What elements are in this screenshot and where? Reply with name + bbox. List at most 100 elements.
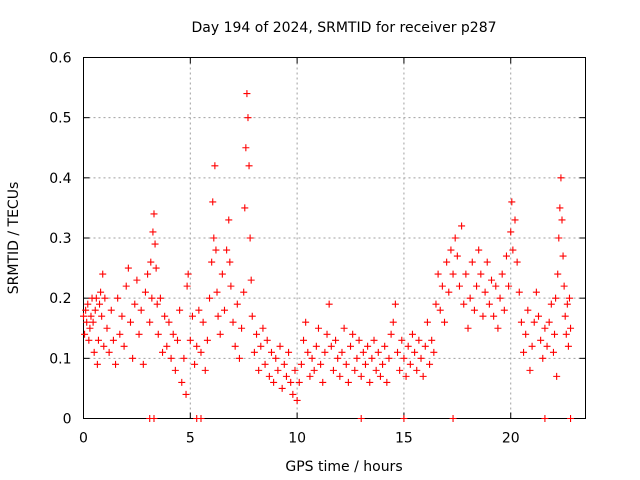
data-point: [364, 342, 372, 350]
data-point: [295, 378, 303, 386]
data-point: [151, 240, 159, 248]
data-point: [148, 294, 156, 302]
data-point: [302, 318, 310, 326]
data-point: [212, 246, 220, 254]
x-tick-label: 0: [79, 431, 88, 447]
data-point: [80, 312, 87, 320]
data-point: [146, 318, 154, 326]
data-point: [149, 228, 157, 236]
data-point: [515, 288, 523, 296]
data-point: [178, 378, 186, 386]
zero-data-point: [400, 415, 408, 422]
data-point: [413, 366, 421, 374]
data-point: [244, 114, 252, 122]
y-tick-label: 0.2: [49, 291, 71, 307]
data-point: [557, 174, 565, 182]
data-point: [250, 348, 258, 356]
y-tick-label: 0.1: [49, 351, 71, 367]
data-point: [383, 378, 391, 386]
y-tick-label: 0.3: [49, 231, 71, 247]
data-point: [257, 342, 265, 350]
data-point: [238, 324, 246, 332]
data-point: [537, 336, 545, 344]
data-point: [246, 234, 254, 242]
data-point: [385, 354, 393, 362]
data-point: [329, 366, 337, 374]
data-point: [415, 336, 423, 344]
data-point: [475, 246, 483, 254]
data-point: [173, 336, 181, 344]
data-point: [432, 300, 440, 308]
data-point: [494, 324, 502, 332]
data-point: [488, 276, 496, 284]
data-point: [391, 300, 399, 308]
data-point: [428, 336, 436, 344]
data-point: [327, 342, 335, 350]
data-point: [81, 330, 89, 338]
data-point: [135, 330, 143, 338]
data-point: [314, 324, 322, 332]
data-point: [511, 216, 519, 224]
data-point: [98, 312, 106, 320]
data-point: [513, 258, 521, 266]
y-tick-label: 0.4: [49, 171, 71, 187]
data-point: [289, 390, 297, 398]
data-point: [564, 342, 572, 350]
data-point: [321, 348, 329, 356]
data-point: [436, 306, 444, 314]
data-point: [99, 270, 107, 278]
data-point: [451, 234, 459, 242]
data-point: [293, 396, 301, 404]
data-point: [209, 198, 217, 206]
data-point: [361, 360, 369, 368]
data-point: [193, 342, 201, 350]
data-point: [129, 354, 137, 362]
data-point: [186, 336, 194, 344]
x-tick-label: 10: [288, 431, 306, 447]
data-point: [107, 306, 115, 314]
data-point: [214, 312, 222, 320]
data-point: [402, 372, 410, 380]
data-point: [411, 348, 419, 356]
data-point: [182, 390, 190, 398]
data-point: [528, 342, 536, 350]
data-point: [243, 90, 251, 98]
data-point: [559, 252, 567, 260]
data-point: [387, 330, 395, 338]
data-point: [470, 306, 478, 314]
x-tick-label: 20: [502, 431, 520, 447]
zero-data-point: [150, 415, 158, 422]
data-point: [394, 348, 402, 356]
data-point: [340, 324, 348, 332]
data-point: [280, 360, 288, 368]
data-point: [455, 282, 463, 290]
data-point: [223, 246, 231, 254]
data-point: [417, 354, 425, 362]
data-point: [93, 360, 101, 368]
data-point: [116, 330, 124, 338]
data-point: [445, 288, 453, 296]
data-point: [509, 246, 517, 254]
data-point: [349, 330, 357, 338]
data-point: [218, 270, 226, 278]
data-point: [560, 282, 568, 290]
data-point: [317, 360, 325, 368]
data-point: [449, 270, 457, 278]
data-point: [163, 342, 171, 350]
data-point: [325, 300, 333, 308]
data-point: [308, 354, 316, 362]
data-point: [502, 252, 510, 260]
data-point: [334, 354, 342, 362]
data-point: [225, 216, 233, 224]
data-point: [490, 312, 498, 320]
data-point: [272, 354, 280, 362]
data-point: [231, 342, 239, 350]
data-point: [147, 258, 155, 266]
data-point: [159, 348, 167, 356]
data-point: [558, 216, 566, 224]
data-point: [368, 354, 376, 362]
data-point: [304, 348, 312, 356]
data-point: [267, 348, 275, 356]
data-point: [479, 312, 487, 320]
data-point: [276, 342, 284, 350]
